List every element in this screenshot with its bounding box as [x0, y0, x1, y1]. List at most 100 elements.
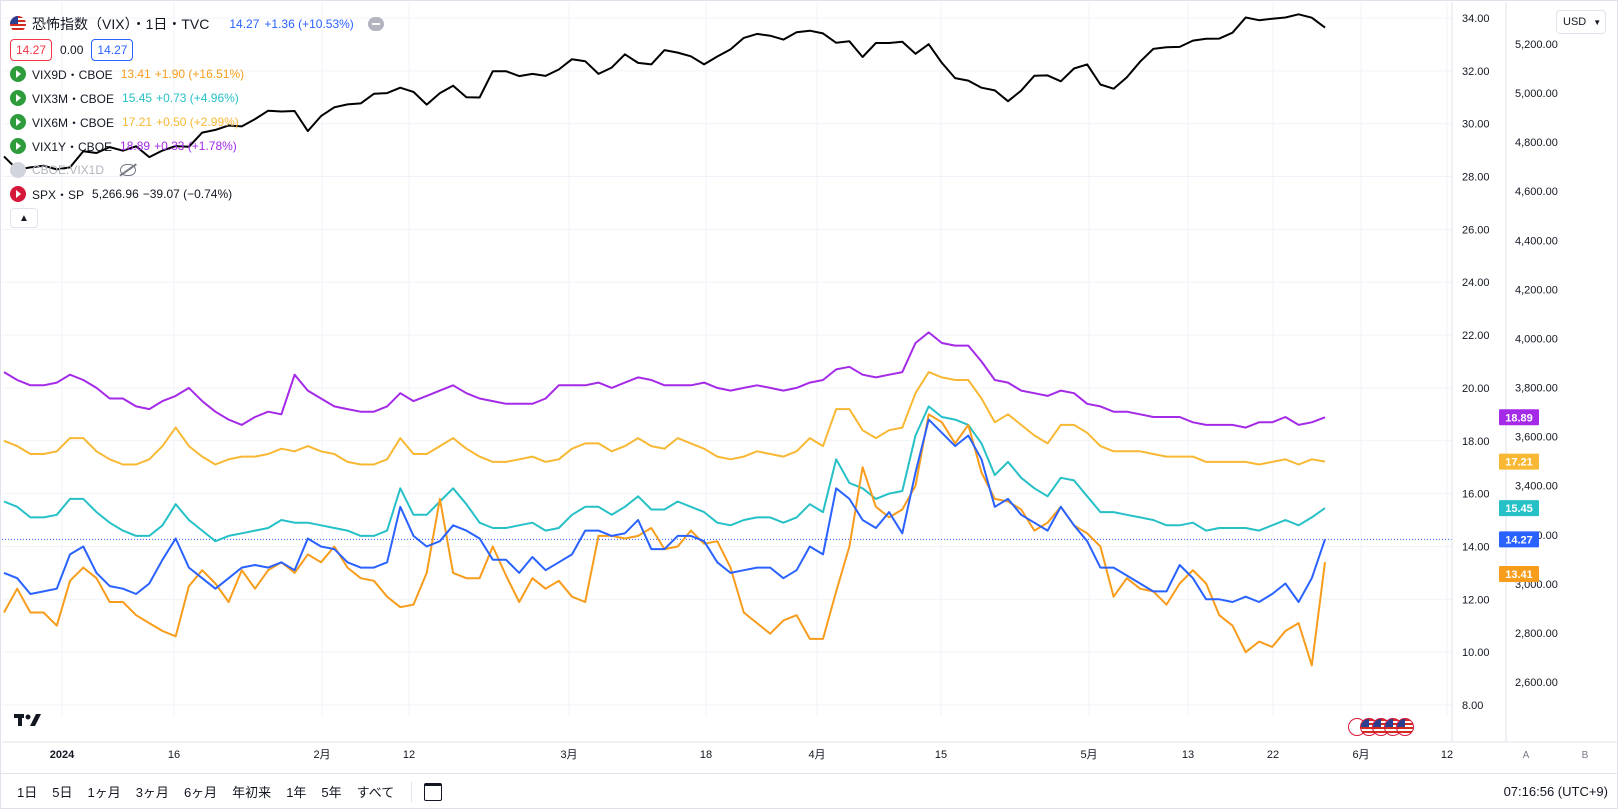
status-pill-icon[interactable] — [367, 17, 384, 31]
x-tick-3: 12 — [403, 749, 415, 761]
legend-item-vix9d[interactable]: VIX9D・CBOE 13.41 +1.90 (+16.51%) — [10, 62, 384, 86]
x-tick-2: 2月 — [313, 749, 330, 761]
legend-item-spx[interactable]: SPX・SP 5,266.96 −39.07 (−0.74%) — [10, 182, 384, 206]
legend-item-vix6m[interactable]: VIX6M・CBOE 17.21 +0.50 (+2.99%) — [10, 110, 384, 134]
legend-value: 18.89 — [120, 139, 151, 153]
x-tick-9: 13 — [1182, 749, 1194, 761]
y-right-tick-10: 4,600.00 — [1515, 186, 1558, 198]
event-markers[interactable] — [1348, 718, 1414, 736]
y-left-tick-4: 16.00 — [1462, 489, 1490, 501]
legend-symbol: SPX・SP — [32, 187, 85, 202]
y-left-tick-0: 8.00 — [1462, 700, 1483, 712]
legend-item-vix1y[interactable]: VIX1Y・CBOE 18.89 +0.33 (+1.78%) — [10, 134, 384, 158]
ohlc-close-box: 14.27 — [91, 39, 134, 61]
range-5d[interactable]: 5日 — [52, 785, 73, 800]
last-value-label-0: 18.89 — [1499, 409, 1539, 426]
range-3m[interactable]: 3ヶ月 — [135, 785, 169, 800]
y-left-tick-6: 20.00 — [1462, 383, 1490, 395]
legend-symbol: VIX1Y・CBOE — [32, 139, 113, 154]
range-ytd[interactable]: 年初来 — [232, 785, 272, 800]
legend-symbol: CBOE:VIX1D — [32, 163, 105, 177]
last-value-label-2: 15.45 — [1499, 500, 1539, 517]
chevron-up-icon: ▲ — [19, 212, 29, 224]
chevron-down-icon: ▼ — [1593, 18, 1602, 27]
range-1y[interactable]: 1年 — [286, 785, 307, 800]
range-1m[interactable]: 1ヶ月 — [87, 785, 121, 800]
ohlc-row: 14.27 0.00 14.27 — [10, 38, 384, 62]
y-left-tick-1: 10.00 — [1462, 647, 1490, 659]
calendar-icon[interactable] — [424, 782, 443, 801]
ohlc-mid: 0.00 — [60, 43, 84, 57]
main-title: 恐怖指数（VIX）・1日・TVC — [32, 16, 210, 32]
bottom-toolbar: 1日 5日 1ヶ月 3ヶ月 6ヶ月 年初来 1年 5年 すべて 07:16:56… — [0, 773, 1618, 809]
series-layer — [2, 13, 1452, 667]
last-value-label-1: 17.21 — [1499, 453, 1539, 470]
clock[interactable]: 07:16:56 (UTC+9) — [1503, 784, 1608, 799]
currency-label: USD — [1563, 16, 1587, 28]
x-tick-11: 6月 — [1352, 749, 1369, 761]
range-1d[interactable]: 1日 — [17, 785, 38, 800]
legend-change: +0.33 (+1.78%) — [154, 139, 237, 153]
axes-layer: 8.00 10.00 12.00 14.00 16.00 18.00 20.00 22.00 2… — [2, 2, 1618, 761]
main-change: +1.36 (+10.53%) — [264, 17, 354, 31]
x-tick-7: 15 — [935, 749, 947, 761]
last-value-label-4: 13.41 — [1499, 566, 1539, 583]
svg-text:14.27: 14.27 — [1505, 534, 1533, 546]
ohlc-open-box: 14.27 — [10, 39, 53, 61]
legend-symbol: VIX9D・CBOE — [32, 67, 113, 82]
range-all[interactable]: すべて — [356, 785, 395, 800]
y-right-tick-9: 4,400.00 — [1515, 235, 1558, 247]
y-right-tick-5: 3,600.00 — [1515, 432, 1558, 444]
currency-button[interactable]: USD ▼ — [1556, 10, 1606, 34]
auto-scale-button[interactable]: A — [1522, 750, 1530, 761]
main-symbol-row[interactable]: 恐怖指数（VIX）・1日・TVC 14.27 +1.36 (+10.53%) — [10, 12, 384, 36]
range-6m[interactable]: 6ヶ月 — [183, 785, 218, 800]
y-left-tick-3: 14.00 — [1462, 541, 1490, 553]
y-left-tick-5: 18.00 — [1462, 436, 1490, 448]
x-tick-5: 18 — [700, 749, 712, 761]
y-left-tick-7: 22.00 — [1462, 330, 1490, 342]
y-right-tick-0: 2,600.00 — [1515, 677, 1558, 689]
us-flag-icon — [10, 16, 26, 32]
legend-change: +1.90 (+16.51%) — [154, 67, 245, 81]
collapse-legend-button[interactable]: ▲ — [10, 208, 38, 228]
toolbar-divider — [411, 781, 413, 802]
y-right-tick-13: 5,200.00 — [1515, 39, 1558, 51]
y-left-tick-2: 12.00 — [1462, 594, 1490, 606]
y-right-tick-4: 3,400.00 — [1515, 481, 1558, 493]
legend-item-vix1d[interactable]: CBOE:VIX1D — [10, 158, 384, 182]
legend-symbol: VIX6M・CBOE — [32, 115, 115, 130]
legend: 恐怖指数（VIX）・1日・TVC 14.27 +1.36 (+10.53%) 1… — [10, 12, 384, 228]
us-flag-icon[interactable] — [1396, 718, 1414, 736]
spx-500-icon — [10, 186, 26, 202]
eye-off-icon[interactable] — [120, 164, 137, 176]
y-left-tick-11: 30.00 — [1462, 119, 1490, 131]
y-right-tick-11: 4,800.00 — [1515, 137, 1558, 149]
legend-change: +0.50 (+2.99%) — [156, 115, 239, 129]
y-right-tick-1: 2,800.00 — [1515, 628, 1558, 640]
svg-text:13.41: 13.41 — [1505, 569, 1533, 581]
play-icon — [10, 114, 26, 130]
main-last: 14.27 — [229, 17, 260, 31]
x-tick-8: 5月 — [1080, 749, 1097, 761]
tradingview-logo-icon[interactable] — [14, 712, 44, 728]
y-left-tick-9: 26.00 — [1462, 224, 1490, 236]
x-tick-0: 2024 — [50, 749, 75, 761]
legend-value: 13.41 — [120, 67, 151, 81]
axis-b-button[interactable]: B — [1581, 750, 1589, 761]
grid — [2, 2, 1452, 716]
y-left-tick-12: 32.00 — [1462, 66, 1490, 78]
y-right-tick-6: 3,800.00 — [1515, 383, 1558, 395]
legend-value: 5,266.96 — [92, 187, 139, 201]
y-right-tick-12: 5,000.00 — [1515, 88, 1558, 100]
last-value-label-3: 14.27 — [1499, 531, 1539, 548]
legend-value: 15.45 — [122, 91, 153, 105]
range-5y[interactable]: 5年 — [321, 785, 342, 800]
y-right-tick-8: 4,200.00 — [1515, 284, 1558, 296]
y-left-tick-13: 34.00 — [1462, 13, 1490, 25]
legend-item-vix3m[interactable]: VIX3M・CBOE 15.45 +0.73 (+4.96%) — [10, 86, 384, 110]
y-left-tick-10: 28.00 — [1462, 172, 1490, 184]
x-tick-1: 16 — [168, 749, 180, 761]
play-icon — [10, 90, 26, 106]
